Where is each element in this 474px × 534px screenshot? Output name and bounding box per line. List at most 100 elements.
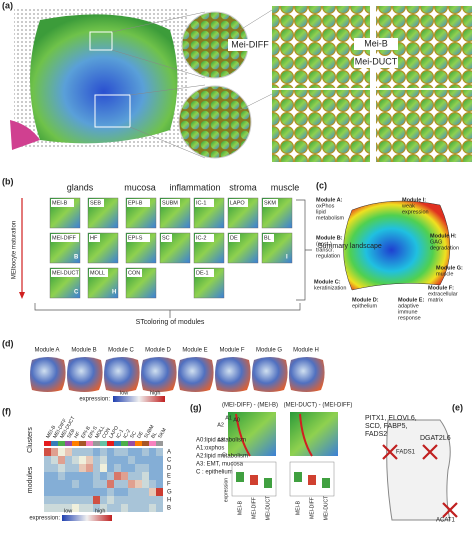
legend-item: A3: EMT, mucosa [196, 462, 244, 468]
heat-cell [100, 504, 107, 512]
legend-high: high [95, 508, 105, 514]
tissue-thumb [141, 357, 177, 392]
heat-cell [79, 488, 86, 496]
gene-label: DGAT2L6 [420, 435, 451, 442]
module-desc: regulation [316, 253, 340, 259]
spot-tiles [272, 6, 370, 88]
footer-label: STcoloring of modules [136, 319, 205, 326]
row-label: D [167, 466, 172, 472]
heat-cell [100, 464, 107, 472]
contrast-title: (MEI-DUCT) - (MEI-DIFF) [284, 403, 353, 409]
heat-cell [51, 448, 58, 456]
legend-low: low [120, 390, 128, 396]
heat-cell [121, 464, 128, 472]
cluster-color [44, 441, 51, 446]
cluster-color [107, 441, 114, 446]
heat-cell [121, 504, 128, 512]
module-desc: immune [398, 309, 418, 315]
column-label: CON [101, 427, 112, 440]
heat-cell [65, 464, 72, 472]
legend-title: expression: [79, 397, 110, 403]
heat-cell [79, 480, 86, 488]
tile-label: MEI-DIFF [52, 235, 76, 241]
heat-cell [44, 496, 51, 504]
heat-cell [93, 496, 100, 504]
tile-label: HF [90, 235, 98, 241]
summary-landscape [343, 200, 451, 291]
heat-cell [58, 480, 65, 488]
heat-cell [149, 504, 156, 512]
heat-cell [44, 488, 51, 496]
row-label: F [167, 482, 171, 488]
module-title: Module F [219, 348, 244, 354]
heat-cell [107, 472, 114, 480]
heat-cell [135, 504, 142, 512]
module-desc: adaptive [398, 303, 419, 309]
module-name: Module A: [316, 197, 343, 203]
callout-bg [354, 56, 398, 68]
heat-cell [114, 488, 121, 496]
heat-cell [79, 504, 86, 512]
tile-letter: I [286, 255, 288, 261]
heat-cell [156, 456, 163, 464]
heat-cell [72, 504, 79, 512]
tissue-thumb [252, 357, 288, 392]
heat-cell [156, 480, 163, 488]
heat-cell [107, 480, 114, 488]
cross [382, 444, 398, 460]
box [264, 478, 272, 488]
tile-label-bg [195, 269, 214, 277]
heat-cell [51, 480, 58, 488]
heat-cell [107, 448, 114, 456]
tile-label: MEI-DUCT [52, 270, 80, 276]
group-header: glands [67, 182, 94, 192]
module-desc: muscle [436, 271, 453, 277]
panel-label: (c) [316, 180, 327, 190]
box-panel [289, 461, 335, 497]
zoom-line [111, 49, 206, 79]
tile-label-bg [229, 199, 248, 207]
heat-cell [142, 464, 149, 472]
heat-cell [114, 472, 121, 480]
tile-label-bg [89, 234, 100, 242]
row-label: B [167, 506, 171, 512]
tile-label: EPI-S [128, 235, 143, 241]
tissue-thumb [215, 357, 251, 392]
heat-cell [65, 472, 72, 480]
x-label: MEI-B [295, 500, 301, 515]
cluster-color [100, 441, 107, 446]
callout: Mei-DIFF [231, 39, 269, 49]
tile-label-bg [195, 234, 214, 242]
map-label: A2 [217, 422, 224, 428]
cluster-color [86, 441, 93, 446]
heat-cell [142, 504, 149, 512]
spot-tiles [272, 90, 370, 162]
row-label: A [167, 450, 171, 456]
heat-cell [51, 504, 58, 512]
heat-cell [58, 496, 65, 504]
module-desc: expression [402, 209, 429, 215]
heat-cell [44, 448, 51, 456]
tile-label-bg [263, 234, 274, 242]
panel-label: (d) [2, 338, 14, 348]
heat-cell [51, 464, 58, 472]
heat-cell [135, 480, 142, 488]
zoom-line [129, 84, 206, 96]
group-header: stroma [229, 182, 257, 192]
heat-cell [93, 448, 100, 456]
group-header: muscle [271, 182, 300, 192]
panel-label: (a) [2, 0, 13, 10]
tile-label-bg [161, 234, 172, 242]
heat-cell [149, 496, 156, 504]
heat-cell [107, 488, 114, 496]
tile-label-bg [127, 199, 150, 207]
tissue-thumb [30, 357, 66, 392]
tile-label: SC [162, 235, 170, 241]
module-name: Module E: [398, 297, 424, 303]
heat-cell [149, 472, 156, 480]
heat-cell [142, 448, 149, 456]
cluster-color [135, 441, 142, 446]
tile-label: EPI-B [128, 200, 143, 206]
tile-label-bg [51, 234, 79, 242]
heat-cell [51, 472, 58, 480]
